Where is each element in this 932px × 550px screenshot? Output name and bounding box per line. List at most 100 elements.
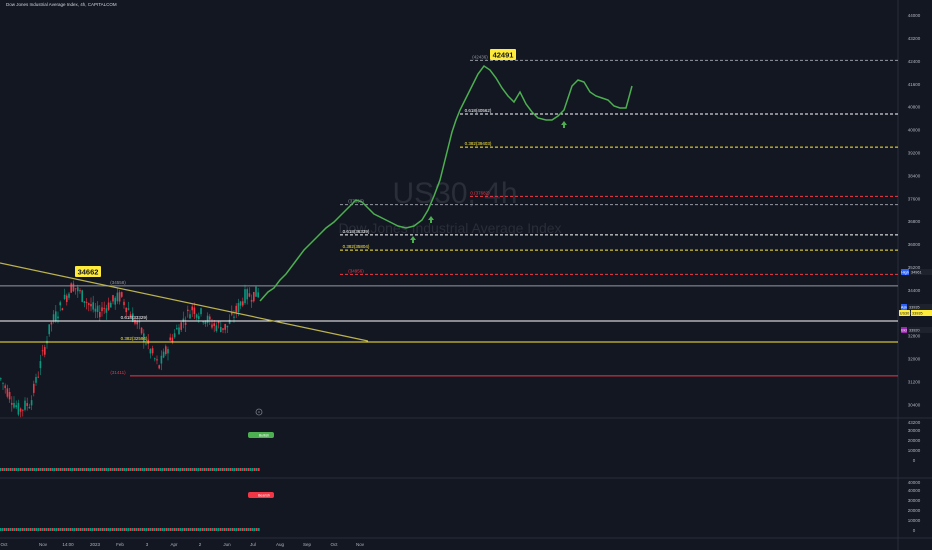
indicator-bar <box>58 468 60 471</box>
candle-body <box>63 294 66 300</box>
indicator-bar <box>188 468 190 471</box>
price-tag-label: US30 <box>900 312 910 316</box>
y-tick-label: 40800 <box>908 105 921 110</box>
candle-body <box>165 346 167 355</box>
indicator-bar <box>62 468 64 471</box>
indicator-bar <box>12 528 14 531</box>
indicator-bar <box>54 528 56 531</box>
projection-path[interactable] <box>259 64 633 302</box>
indicator-bar <box>230 528 232 531</box>
indicator-bar <box>122 468 124 471</box>
indicator-bar <box>72 528 74 531</box>
indicator-tick-label: 30000 <box>908 498 921 503</box>
candle-body <box>202 321 204 323</box>
indicator-bar <box>156 468 158 471</box>
indicator-bar <box>222 528 224 531</box>
indicator-bar <box>132 528 134 531</box>
indicator-bar <box>146 468 148 471</box>
indicator-bar <box>168 468 170 471</box>
indicator-bar <box>228 528 230 531</box>
candle-body <box>215 325 218 332</box>
candle-body <box>140 327 143 334</box>
x-tick-label: Aug <box>276 542 285 547</box>
indicator-bar <box>0 528 2 531</box>
indicator-bar <box>76 468 78 471</box>
indicator-bar <box>26 468 28 471</box>
indicator-bar <box>26 528 28 531</box>
candle-body <box>250 299 253 302</box>
indicator-bar <box>158 468 160 471</box>
candle-body <box>129 314 132 317</box>
indicator-bar <box>18 528 20 531</box>
candle-body <box>61 308 64 311</box>
indicator-bar <box>84 528 86 531</box>
indicator-bar <box>162 528 164 531</box>
indicator-bar <box>76 528 78 531</box>
indicator-bar <box>224 528 226 531</box>
trend-line[interactable] <box>0 262 369 342</box>
candle-body <box>217 321 220 324</box>
indicator-value: 40000 <box>908 480 921 485</box>
indicator-bar <box>226 528 228 531</box>
indicator-bar <box>178 528 180 531</box>
indicator-bar <box>126 528 128 531</box>
indicator-bar <box>100 528 102 531</box>
level-label: 0.(37682) <box>470 190 490 195</box>
indicator-bar <box>164 528 166 531</box>
indicator-bar <box>70 468 72 471</box>
indicator-label: Bearish <box>258 494 270 498</box>
indicator-bar <box>46 468 48 471</box>
indicator-bar <box>178 468 180 471</box>
indicator-bar <box>102 468 104 471</box>
level-label: (42436) <box>472 54 488 59</box>
indicator-bar <box>60 528 62 531</box>
level-label: 0.618(40562) <box>465 108 492 113</box>
candle-body <box>55 311 57 321</box>
indicator-bar <box>52 468 54 471</box>
candle-body <box>15 405 17 408</box>
candle-body <box>239 301 242 306</box>
indicator-bar <box>170 528 172 531</box>
indicator-bar <box>28 468 30 471</box>
indicator-bar <box>30 528 32 531</box>
indicator-bar <box>188 528 190 531</box>
candle-body <box>184 322 187 325</box>
up-arrow-icon <box>410 236 416 243</box>
price-tag-label: Bid <box>901 329 907 333</box>
candle-body <box>125 307 127 313</box>
indicator-bar <box>162 468 164 471</box>
indicator-bar <box>74 468 76 471</box>
indicator-bar <box>180 468 182 471</box>
indicator-bar <box>56 468 58 471</box>
candle-body <box>200 308 202 315</box>
level-label: (34558) <box>110 280 126 285</box>
indicator-tick-label: 10000 <box>908 448 921 453</box>
indicator-bar <box>50 528 52 531</box>
indicator-bar <box>94 468 96 471</box>
y-tick-label: 42400 <box>908 59 921 64</box>
candle-body <box>105 308 108 313</box>
indicator-bar <box>202 528 204 531</box>
x-tick-label: 14:00 <box>62 542 74 547</box>
indicator-bar <box>172 528 174 531</box>
x-axis[interactable]: Oct Nov 14:00 2023 Feb 3 Apr 2 Jun Jul Aug Sep Oct No… <box>0 542 364 547</box>
candle-body <box>79 290 81 292</box>
indicator-bar <box>100 468 102 471</box>
indicator-bar <box>86 468 88 471</box>
event-marker-icon[interactable] <box>255 408 263 416</box>
indicator-bar <box>194 468 196 471</box>
x-tick-label: 2023 <box>90 542 101 547</box>
indicator-bar <box>232 528 234 531</box>
indicator-bar <box>120 468 122 471</box>
candle-body <box>52 314 55 321</box>
indicator-bar <box>92 468 94 471</box>
indicator-bar <box>44 468 46 471</box>
indicator-bar <box>124 528 126 531</box>
indicator-bar <box>136 468 138 471</box>
indicator-bar <box>240 528 242 531</box>
indicator-bar <box>250 528 252 531</box>
indicator-bar <box>106 528 108 531</box>
candle-body <box>228 319 231 324</box>
indicator-bar <box>66 528 68 531</box>
